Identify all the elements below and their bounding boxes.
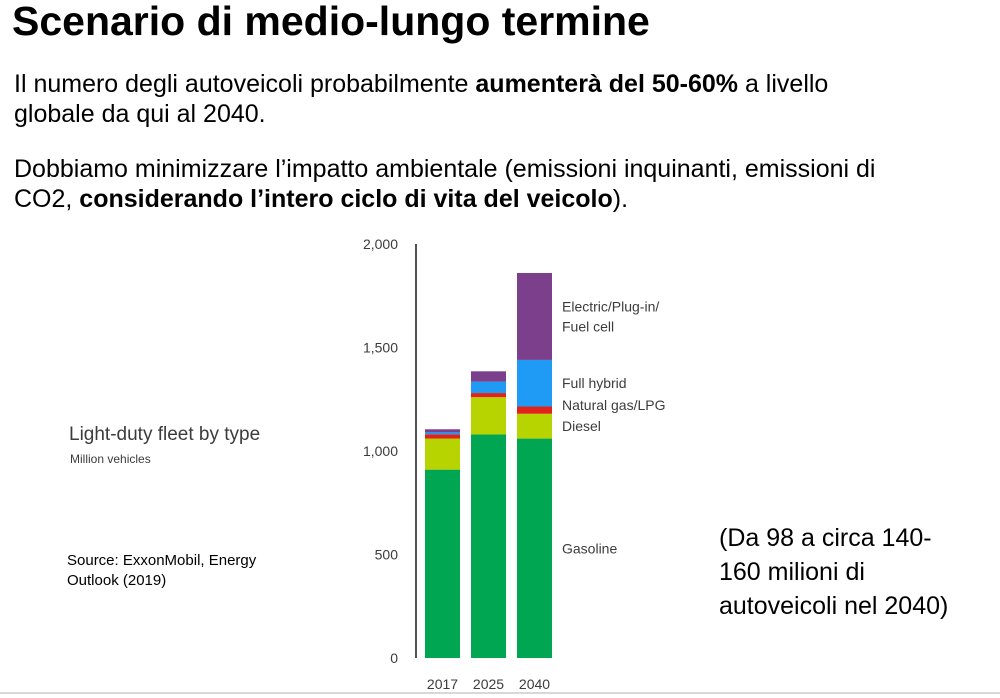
- bar-segment: [471, 393, 506, 398]
- bar-segment: [517, 413, 552, 439]
- note-line-1: (Da 98 a circa 140-: [719, 524, 932, 552]
- x-tick-label: 2040: [519, 676, 550, 692]
- bottom-divider: [0, 692, 1000, 694]
- note-line-2: 160 milioni di: [719, 558, 865, 586]
- source-note: Source: ExxonMobil, Energy Outlook (2019…: [67, 551, 256, 591]
- bar-segment: [425, 429, 460, 433]
- p1-text-a: Il numero degli autoveicoli probabilment…: [14, 70, 476, 98]
- y-tick-label: 2,000: [363, 236, 398, 252]
- p2-text-a: Dobbiamo minimizzare l’impatto ambiental…: [14, 155, 876, 183]
- x-tick-label: 2025: [473, 676, 504, 692]
- bar-segment: [425, 434, 460, 439]
- bar-segment: [517, 406, 552, 414]
- legend-label: Electric/Plug-in/Fuel cell: [562, 298, 659, 334]
- bar-segment: [471, 381, 506, 394]
- legend-label: Gasoline: [562, 540, 617, 556]
- bar-segment: [517, 438, 552, 658]
- p1-text-d: globale da qui al 2040.: [14, 100, 266, 128]
- p1-text-c: a livello: [738, 70, 829, 98]
- y-tick-label: 500: [375, 547, 399, 563]
- bar-segment: [471, 371, 506, 382]
- slide-title: Scenario di medio-lungo termine: [12, 0, 650, 44]
- p2-emphasis: considerando l’intero ciclo di vita del …: [79, 185, 613, 213]
- bar-segment: [425, 432, 460, 435]
- bar-segment: [425, 469, 460, 658]
- p2-text-d: ).: [612, 185, 629, 213]
- p1-emphasis: aumenterà del 50-60%: [475, 70, 739, 98]
- y-tick-label: 1,500: [363, 340, 398, 356]
- p2-text-b: CO2,: [14, 185, 80, 213]
- bar-segment: [425, 438, 460, 470]
- fleet-growth-note: (Da 98 a circa 140- 160 milioni di autov…: [719, 521, 948, 623]
- note-line-3: autoveicoli nel 2040): [719, 592, 949, 620]
- y-tick-label: 1,000: [363, 443, 398, 459]
- paragraph-fleet-growth: Il numero degli autoveicoli probabilment…: [14, 69, 828, 129]
- legend-label: Natural gas/LPG: [562, 397, 666, 413]
- legend-label: Diesel: [562, 418, 601, 434]
- legend-label: Full hybrid: [562, 375, 627, 391]
- bar-segment: [471, 434, 506, 658]
- x-tick-label: 2017: [427, 676, 458, 692]
- bar-segment: [517, 359, 552, 407]
- bar-segment: [471, 397, 506, 435]
- chart-title: Light-duty fleet by type: [69, 424, 261, 445]
- source-line-2: Outlook (2019): [67, 572, 167, 589]
- source-line-1: Source: ExxonMobil, Energy: [67, 552, 257, 569]
- y-tick-label: 0: [390, 650, 398, 666]
- chart-subtitle: Million vehicles: [70, 452, 151, 466]
- paragraph-environment: Dobbiamo minimizzare l’impatto ambiental…: [14, 154, 875, 214]
- bar-segment: [517, 272, 552, 360]
